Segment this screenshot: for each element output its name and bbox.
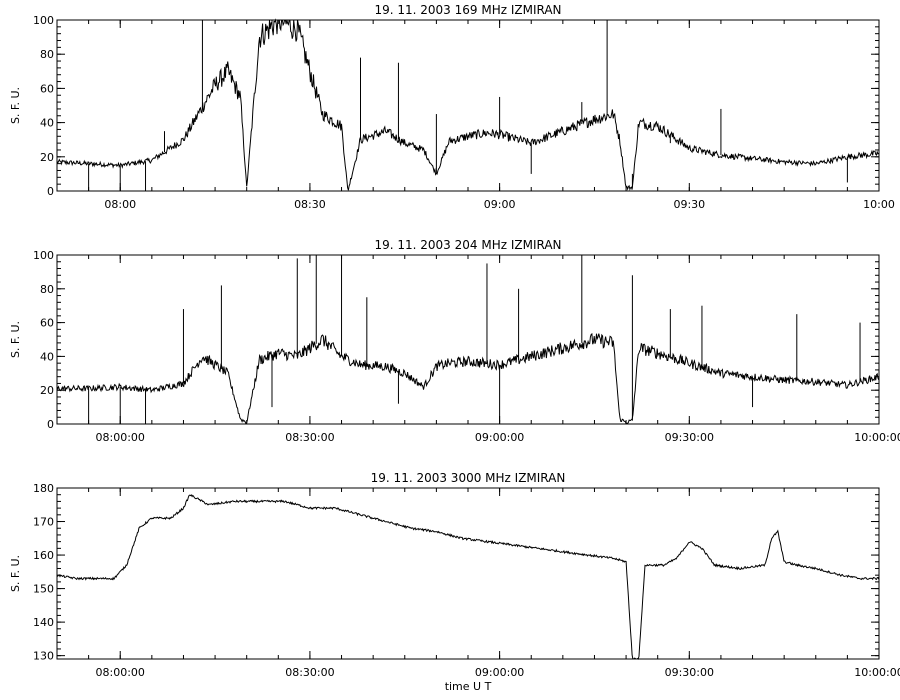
x-tick-label: 09:00:00 <box>475 431 524 444</box>
y-tick-label: 20 <box>40 151 54 164</box>
chart-title: 19. 11. 2003 204 MHz IZMIRAN <box>374 238 561 252</box>
plot-frame <box>56 19 880 192</box>
panel-1: 19. 11. 2003 169 MHz IZMIRAN S. F. U. 0 20 4… <box>9 3 895 211</box>
y-tick-label: 0 <box>47 418 54 431</box>
series-line <box>56 332 880 425</box>
x-tick-label: 08:30:00 <box>285 666 334 679</box>
x-tick-label: 08:30 <box>294 198 326 211</box>
x-tick-label: 09:00 <box>484 198 516 211</box>
y-tick-label: 150 <box>33 583 54 596</box>
y-tick-label: 40 <box>40 117 54 130</box>
x-tick-label: 09:00:00 <box>475 666 524 679</box>
y-tick-label: 130 <box>33 650 54 663</box>
y-tick-label: 60 <box>40 82 54 95</box>
y-axis-label: S. F. U. <box>9 321 22 358</box>
y-tick-label: 0 <box>47 185 54 198</box>
y-tick-label: 80 <box>40 48 54 61</box>
y-tick-label: 140 <box>33 616 54 629</box>
y-axis-label: S. F. U. <box>9 87 22 124</box>
x-tick-label: 08:00:00 <box>96 431 145 444</box>
x-axis-label: time U T <box>445 680 492 693</box>
panel-3: 19. 11. 2003 3000 MHz IZMIRAN S. F. U. 130… <box>9 471 900 693</box>
y-tick-label: 170 <box>33 516 54 529</box>
x-tick-label: 10:00 <box>863 198 895 211</box>
chart-title: 19. 11. 2003 3000 MHz IZMIRAN <box>371 471 566 485</box>
y-tick-label: 100 <box>33 14 54 27</box>
y-tick-label: 100 <box>33 249 54 262</box>
chart-title: 19. 11. 2003 169 MHz IZMIRAN <box>374 3 561 17</box>
y-axis-label: S. F. U. <box>9 555 22 592</box>
y-tick-label: 80 <box>40 283 54 296</box>
x-tick-label: 08:00 <box>104 198 136 211</box>
x-tick-label: 08:30:00 <box>285 431 334 444</box>
x-tick-label: 09:30:00 <box>665 666 714 679</box>
y-tick-label: 40 <box>40 350 54 363</box>
y-tick-label: 60 <box>40 317 54 330</box>
series-line <box>56 494 880 660</box>
y-tick-label: 160 <box>33 549 54 562</box>
plot-frame <box>56 487 880 660</box>
x-tick-label: 10:00:00 <box>854 431 900 444</box>
panel-2: 19. 11. 2003 204 MHz IZMIRAN S. F. U. 0 20 4… <box>9 238 900 444</box>
x-tick-label: 09:30 <box>673 198 705 211</box>
x-tick-label: 09:30:00 <box>665 431 714 444</box>
series-line <box>56 18 880 191</box>
y-tick-label: 180 <box>33 482 54 495</box>
x-tick-label: 10:00:00 <box>854 666 900 679</box>
x-tick-label: 08:00:00 <box>96 666 145 679</box>
plot-frame <box>56 254 880 425</box>
y-tick-label: 20 <box>40 384 54 397</box>
